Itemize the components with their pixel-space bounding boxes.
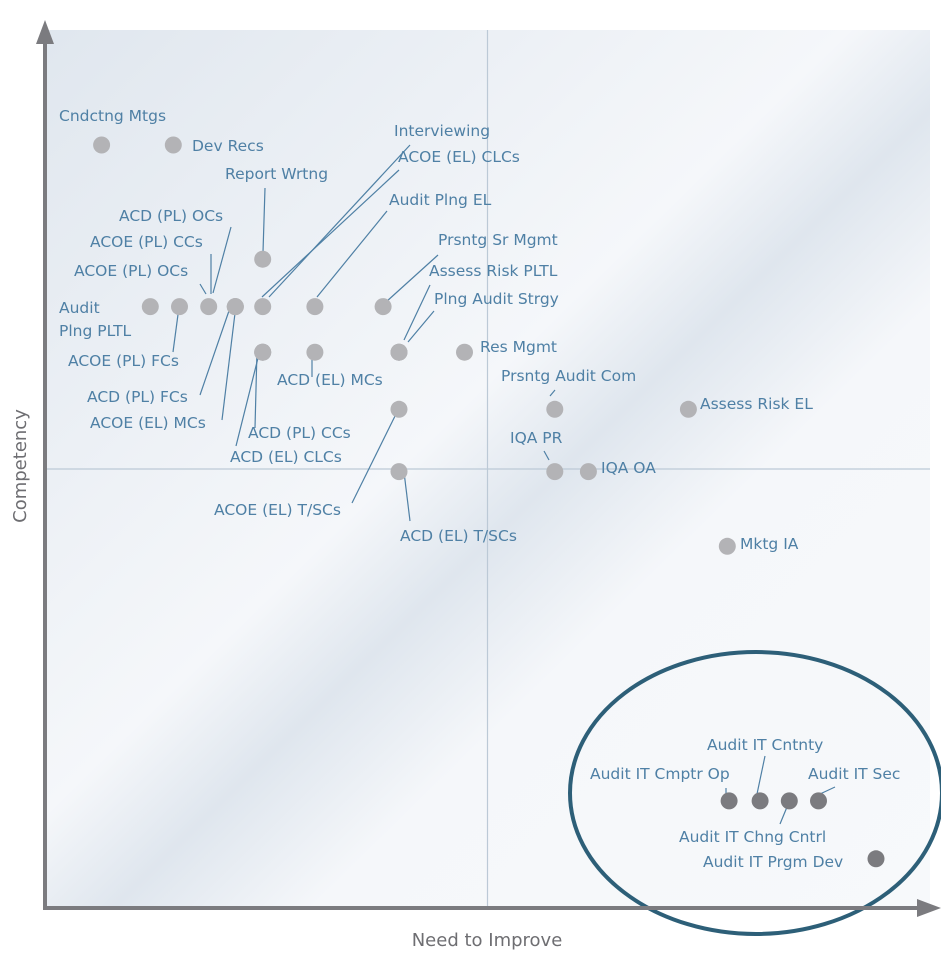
label-iqa-pr: IQA PR [510, 429, 563, 447]
point-prsntg-sr-mgmt [374, 298, 392, 316]
leader-line-interviewing [268, 144, 411, 298]
label-acd-el-mcs: ACD (EL) MCs [277, 371, 383, 389]
label-audit-it-prgm-dev: Audit IT Prgm Dev [703, 853, 843, 871]
point-res-mgmt [456, 343, 473, 361]
leader-line-plng-audit-strgy [407, 310, 435, 343]
leader-line-acoe-el-t-scs [351, 409, 399, 504]
label-acoe-pl-fcs: ACOE (PL) FCs [68, 352, 179, 370]
leader-line-acoe-el-mcs [221, 304, 237, 421]
highlight-ellipse [568, 650, 941, 936]
leader-line-audit-it-chng-cntrl [779, 806, 788, 825]
leader-line-acd-pl-ocs [212, 226, 232, 294]
point-audit-it-prgm-dev [867, 850, 885, 868]
label-cndctng-mtgs: Cndctng Mtgs [59, 107, 166, 125]
leader-line-assess-risk-pltl [403, 284, 431, 341]
label-audit-plng-pltl: Audit Plng PLTL [59, 299, 132, 340]
label-acd-pl-ocs: ACD (PL) OCs [119, 207, 223, 225]
label-acoe-pl-ocs: ACOE (PL) OCs [74, 262, 188, 280]
leader-line-acd-pl-fcs [199, 304, 232, 396]
label-acd-pl-fcs: ACD (PL) FCs [87, 388, 188, 406]
x-axis-title: Need to Improve [412, 930, 563, 951]
point-iqa-pr [546, 463, 564, 481]
point-interviewing [254, 298, 272, 316]
leader-line-acoe-pl-ocs [199, 283, 207, 295]
point-iqa-oa [579, 463, 597, 481]
point-acoe-pl-ccs [200, 298, 218, 316]
label-audit-plng-el: Audit Plng EL [389, 191, 492, 209]
label-acoe-pl-ccs: ACOE (PL) CCs [90, 233, 203, 251]
point-audit-it-cntnty [751, 792, 769, 810]
label-iqa-oa: IQA OA [601, 459, 656, 477]
label-audit-it-cntnty: Audit IT Cntnty [707, 736, 823, 754]
leader-line-acoe-el-clcs [261, 169, 400, 298]
leader-line-report-wrtng [262, 187, 266, 253]
label-acd-el-clcs: ACD (EL) CLCs [230, 448, 342, 466]
point-prsntg-audit-com [546, 400, 564, 418]
label-audit-it-chng-cntrl: Audit IT Chng Cntrl [679, 828, 826, 846]
label-res-mgmt: Res Mgmt [480, 338, 557, 356]
point-acd-pl-ccs [254, 343, 272, 361]
point-audit-it-cmptr-op [720, 792, 738, 810]
label-report-wrtng: Report Wrtng [225, 165, 328, 183]
leader-line-audit-it-sec [819, 786, 836, 795]
label-prsntg-sr-mgmt: Prsntg Sr Mgmt [438, 231, 558, 249]
x-axis-arrowhead [917, 899, 941, 917]
label-assess-risk-el: Assess Risk EL [700, 395, 813, 413]
label-interviewing: Interviewing [394, 122, 490, 140]
point-mktg-ia [718, 537, 736, 555]
point-audit-plng-el [306, 298, 324, 316]
leader-line-audit-plng-el [316, 210, 388, 298]
leader-line-acd-el-t-scs [403, 471, 411, 522]
y-axis-title: Competency [10, 409, 31, 523]
point-plng-audit-strgy [390, 343, 408, 361]
leader-line-iqa-pr [543, 450, 550, 461]
label-acoe-el-mcs: ACOE (EL) MCs [90, 414, 206, 432]
point-acoe-el-t-scs [390, 400, 408, 418]
point-audit-it-sec [810, 792, 827, 810]
point-audit-plng-pltl [141, 298, 159, 316]
label-acd-el-t-scs: ACD (EL) T/SCs [400, 527, 517, 545]
label-mktg-ia: Mktg IA [740, 535, 799, 553]
point-acoe-pl-ocs [171, 298, 188, 316]
point-audit-it-chng-cntrl [780, 792, 798, 810]
label-acoe-el-t-scs: ACOE (EL) T/SCs [214, 501, 341, 519]
label-audit-it-cmptr-op: Audit IT Cmptr Op [590, 765, 730, 783]
point-acd-pl-fcs [226, 298, 244, 316]
leader-line-assess-risk-el [549, 389, 556, 397]
label-acd-pl-ccs: ACD (PL) CCs [248, 424, 351, 442]
label-plng-audit-strgy: Plng Audit Strgy [434, 290, 559, 308]
label-prsntg-audit-com: Prsntg Audit Com [501, 367, 636, 385]
point-acd-el-t-scs [390, 463, 408, 481]
point-dev-recs [164, 136, 182, 154]
leader-line-audit-it-cntnty [756, 755, 766, 795]
leader-line-prsntg-sr-mgmt [385, 254, 439, 303]
point-acd-el-clcs [306, 343, 324, 361]
point-cndctng-mtgs [93, 136, 111, 154]
label-dev-recs: Dev Recs [192, 137, 264, 155]
label-acoe-el-clcs: ACOE (EL) CLCs [398, 148, 520, 166]
point-assess-risk-el [679, 400, 697, 418]
y-axis-arrowhead [36, 20, 54, 44]
label-assess-risk-pltl: Assess Risk PLTL [429, 262, 558, 280]
leader-line-acd-el-clcs [235, 349, 261, 447]
label-audit-it-sec: Audit IT Sec [808, 765, 900, 783]
point-report-wrtng [254, 250, 272, 268]
